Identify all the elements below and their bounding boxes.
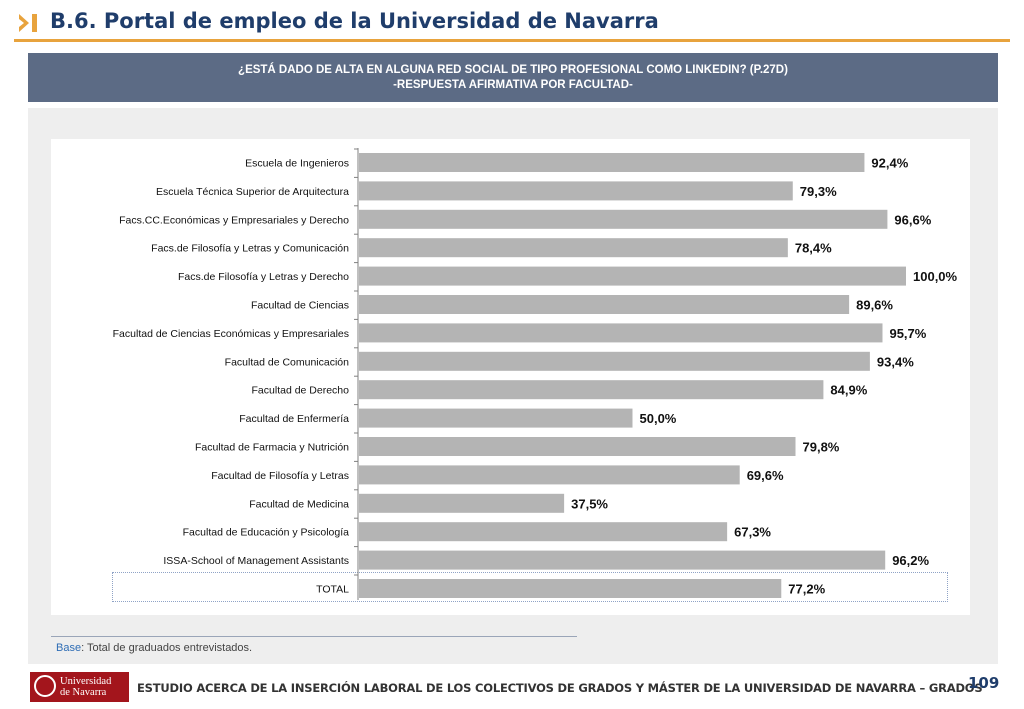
bar <box>359 351 870 371</box>
bar <box>359 493 565 513</box>
logo-line1: Universidad <box>60 676 112 687</box>
bar <box>359 295 850 314</box>
data-label: 79,8% <box>803 440 840 455</box>
bar <box>359 579 782 598</box>
data-label: 69,6% <box>747 468 784 483</box>
category-label: Facs.de Filosofía y Letras y Derecho <box>178 271 349 283</box>
base-divider <box>51 636 577 637</box>
category-label: Facultad de Filosofía y Letras <box>211 470 349 482</box>
bar <box>359 550 886 570</box>
category-label: Facultad de Enfermería <box>239 413 349 425</box>
bar <box>359 408 633 428</box>
category-label: Facultad de Educación y Psicología <box>183 527 350 539</box>
data-label: 96,6% <box>894 212 931 227</box>
bar <box>359 465 740 485</box>
category-label: Facultad de Derecho <box>252 385 350 397</box>
data-label: 37,5% <box>571 496 608 511</box>
base-note: Base: Total de graduados entrevistados. <box>56 642 252 654</box>
data-label: 77,2% <box>788 582 825 597</box>
university-seal-icon <box>34 675 56 697</box>
base-label: Base <box>56 642 82 654</box>
data-label: 79,3% <box>800 184 837 199</box>
bar <box>359 238 788 258</box>
logo-text: Universidad de Navarra <box>60 676 111 698</box>
chart-title-line2: -RESPUESTA AFIRMATIVA POR FACULTAD- <box>393 78 633 91</box>
footer-text: ESTUDIO ACERCA DE LA INSERCIÓN LABORAL D… <box>137 681 983 695</box>
category-label: Facs.CC.Económicas y Empresariales y Der… <box>119 214 349 226</box>
base-text: : Total de graduados entrevistados. <box>81 642 253 654</box>
data-label: 67,3% <box>734 525 771 540</box>
category-label: Facs.de Filosofía y Letras y Comunicació… <box>151 243 349 255</box>
category-label: Escuela de Ingenieros <box>245 158 349 170</box>
page-number: 109 <box>968 674 1000 692</box>
category-label: Facultad de Ciencias Económicas y Empres… <box>113 328 349 340</box>
data-label: 93,4% <box>877 354 914 369</box>
chart-title-banner: ¿ESTÁ DADO DE ALTA EN ALGUNA RED SOCIAL … <box>28 53 998 102</box>
data-label: 92,4% <box>871 156 908 171</box>
data-label: 78,4% <box>795 241 832 256</box>
total-row-highlight <box>112 572 948 602</box>
university-logo: Universidad de Navarra <box>30 672 129 702</box>
logo-line2: de Navarra <box>60 687 107 698</box>
data-label: 50,0% <box>640 411 677 426</box>
data-label: 95,7% <box>889 326 926 341</box>
header-divider <box>14 39 1010 42</box>
bar <box>359 522 728 542</box>
category-label: Facultad de Ciencias <box>251 300 349 312</box>
category-label: Facultad de Farmacia y Nutrición <box>195 442 349 454</box>
data-label: 84,9% <box>830 383 867 398</box>
category-label: TOTAL <box>316 584 349 596</box>
bar <box>359 437 796 456</box>
data-label: 96,2% <box>892 553 929 568</box>
data-label: 100,0% <box>913 269 958 284</box>
bar <box>359 153 865 172</box>
bar <box>359 209 888 229</box>
bar <box>359 380 824 400</box>
bar <box>359 181 793 201</box>
category-label: ISSA-School of Management Assistants <box>163 555 349 567</box>
bar <box>359 266 906 286</box>
category-label: Facultad de Comunicación <box>225 356 349 368</box>
category-label: Escuela Técnica Superior de Arquitectura <box>156 186 349 198</box>
bar <box>359 323 883 343</box>
category-label: Facultad de Medicina <box>249 498 349 510</box>
chevron-bar-icon <box>18 12 40 34</box>
page-title: B.6. Portal de empleo de la Universidad … <box>50 9 659 33</box>
data-label: 89,6% <box>856 298 893 313</box>
chart-title-line1: ¿ESTÁ DADO DE ALTA EN ALGUNA RED SOCIAL … <box>238 63 788 76</box>
